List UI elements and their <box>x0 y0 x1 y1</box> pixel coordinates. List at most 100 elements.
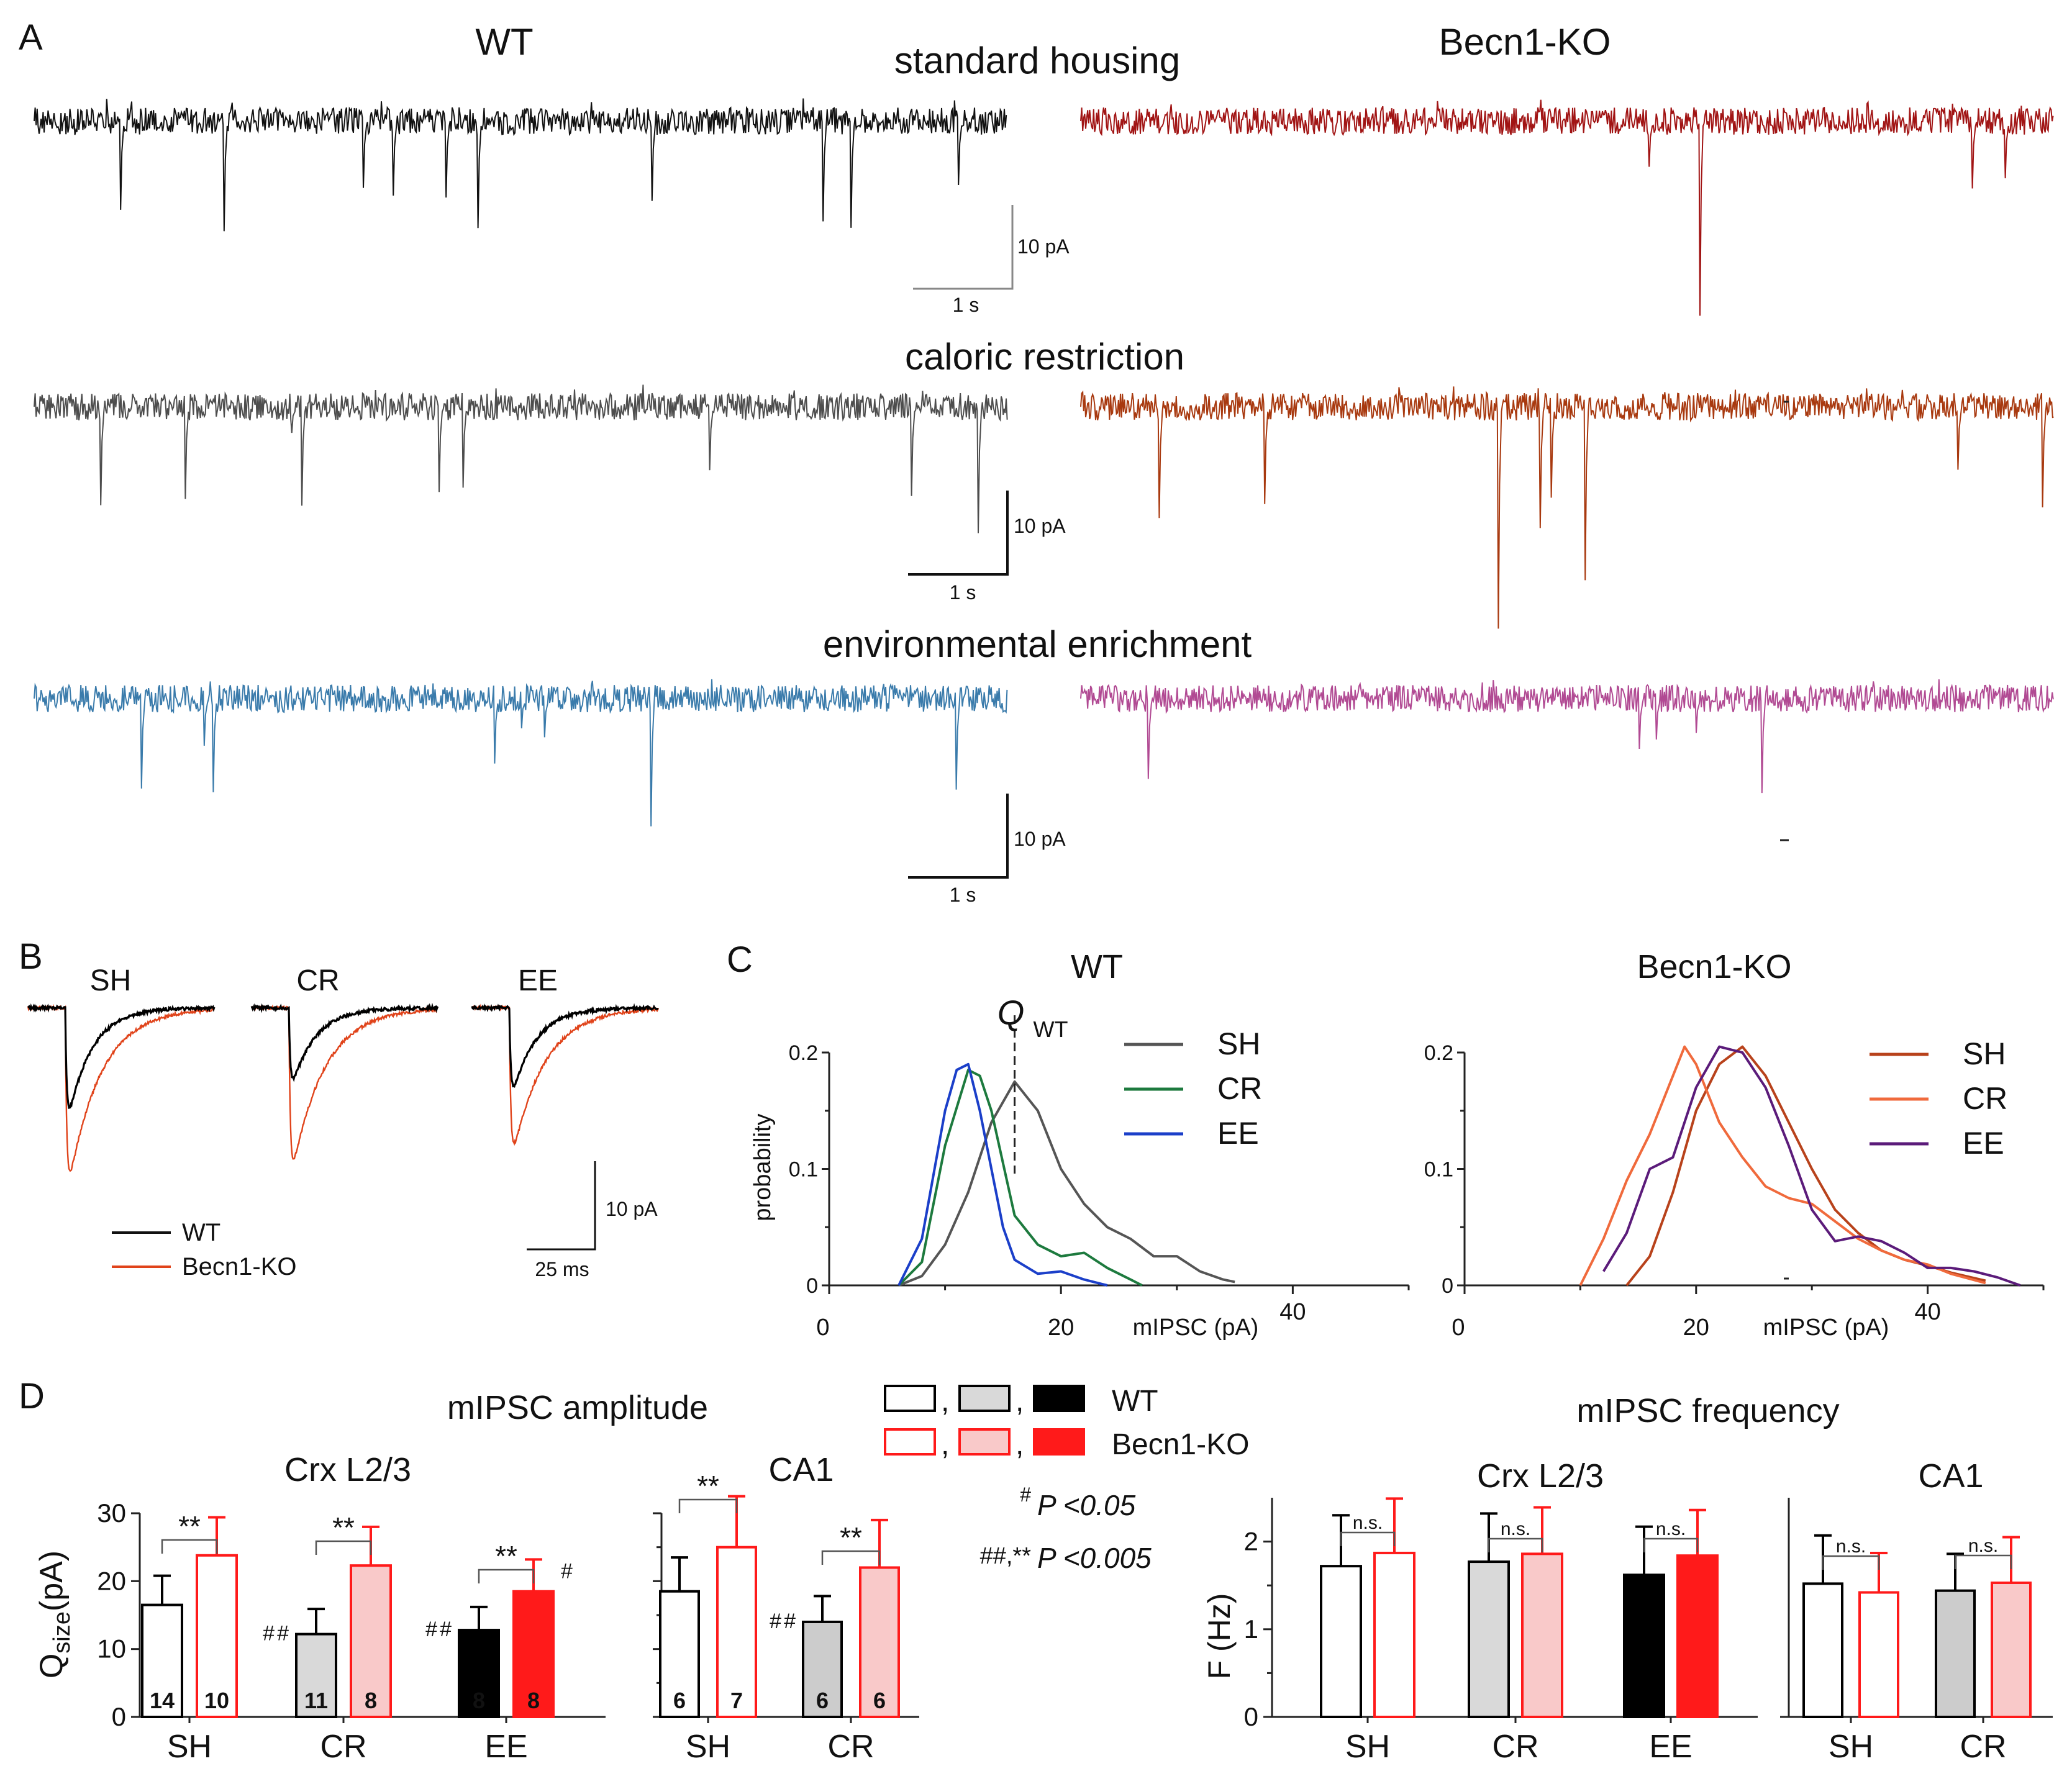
panel-c-charts: WT 0 20 40 0 0.1 0.2 mIPSC (pA) probability SH CR E… <box>750 948 2045 1341</box>
d-freq-crx-y-tick-label: 0 <box>1244 1702 1258 1731</box>
c-wt-x-tick-label: 40 <box>1279 1299 1306 1325</box>
d-freq-crx-significance-cr: n.s. <box>1501 1519 1530 1539</box>
d-amp-ca1-bar-ko-sh <box>716 1546 757 1719</box>
d-amp-crx-bar-ko-sh <box>196 1554 238 1718</box>
d-freq-crx-significance-ee: n.s. <box>1656 1519 1686 1539</box>
legend-wt-text: WT <box>1112 1385 1158 1418</box>
c-ko-x-tick-label: 20 <box>1683 1315 1709 1341</box>
d-amp-ca1-n-ko-sh: 7 <box>730 1688 743 1713</box>
d-amp-ca1-significance-sh: ** <box>697 1470 719 1502</box>
d-freq-crx-category-sh: SH <box>1345 1729 1390 1765</box>
d-amp-ca1-significance-cr: ** <box>840 1521 862 1554</box>
avg-trace-wt-sh <box>27 1003 216 1109</box>
d-amp-ca1-n-wt-cr: 6 <box>816 1688 829 1713</box>
panel-b-traces <box>27 1002 660 1172</box>
d-freq-ca1-bar-wt-sh <box>1802 1582 1843 1718</box>
d-freq-ca1-category-cr: CR <box>1960 1729 2006 1765</box>
scalebar-a-row3-y: 10 pA <box>1014 828 1066 850</box>
scalebar-a-row1-y: 10 pA <box>1017 235 1070 258</box>
d-amp-crx-ylabel: Qsize(pA) <box>34 1551 75 1678</box>
c-wt-y-tick-label: 0.2 <box>789 1041 818 1065</box>
panel-b-legend: WT Becn1-KO <box>112 1219 297 1280</box>
d-freq-ca1-title: CA1 <box>1918 1457 1983 1495</box>
d-amp-crx-ylabel-unit: (pA) <box>34 1551 70 1611</box>
d-freq-crx-y-tick-label: 1 <box>1244 1614 1258 1644</box>
scalebar-a-row1-x: 1 s <box>953 294 979 316</box>
d-amp-crx-category-ee: EE <box>484 1729 527 1765</box>
c-wt-legend-label-sh: SH <box>1217 1026 1260 1061</box>
scalebar-b <box>527 1161 596 1251</box>
avg-trace-wt-ee <box>471 1003 659 1088</box>
d-amp-crx-hash-wt-cr: ## <box>263 1622 291 1646</box>
avg-trace-wt-cr <box>250 1002 439 1082</box>
scalebar-a-row3-x: 1 s <box>950 884 976 906</box>
panel-a-traces <box>34 98 2054 826</box>
stat-note-2-text: P <0.005 <box>1037 1542 1152 1574</box>
legend-wt-label: WT <box>182 1219 220 1246</box>
d-amp-crx-bar-ko-cr <box>350 1564 392 1719</box>
c-ko-legend-label-cr: CR <box>1963 1081 2007 1116</box>
d-amp-crx-bar-wt-cr <box>295 1632 337 1718</box>
panel-b-label-cr: CR <box>296 964 339 997</box>
q-wt-label: Q <box>997 993 1025 1032</box>
d-amp-crx-y-tick-label: 10 <box>97 1634 126 1664</box>
c-wt-legend-label-ee: EE <box>1217 1116 1259 1151</box>
d-amp-crx-n-wt-cr: 11 <box>304 1688 328 1713</box>
d-amp-crx-bar-wt-sh <box>141 1603 183 1719</box>
c-wt-series-sh <box>898 1080 1235 1287</box>
q-wt-subscript: WT <box>1034 1017 1068 1042</box>
c-ko-series-ee <box>1602 1045 2021 1287</box>
row-title-standard-housing: standard housing <box>894 40 1180 81</box>
legend-comma: , <box>941 1428 949 1461</box>
c-wt-x-tick-label: 0 <box>816 1315 829 1341</box>
row-title-environmental-enrichment: environmental enrichment <box>823 623 1252 665</box>
panel-d-legend: , , WT , , Becn1-KO <box>884 1385 1249 1461</box>
avg-trace-ko-sh <box>27 1003 215 1172</box>
d-amp-crx-bar-wt-ee <box>458 1629 500 1718</box>
d-freq-crx-bracket <box>1488 1537 1543 1552</box>
d-amp-ca1-bracket <box>678 1498 738 1513</box>
d-freq-crx-bar-ko-ee <box>1676 1554 1719 1718</box>
scalebar-a-row3 <box>908 794 1009 879</box>
c-wt-xlabel: mIPSC (pA) <box>1133 1315 1259 1341</box>
c-wt-y-tick-label: 0.1 <box>789 1158 818 1182</box>
legend-wt-ee-box <box>1033 1385 1085 1412</box>
d-amp-crx-ylabel-q: Q <box>34 1654 70 1678</box>
d-amp-crx-y-tick-label: 30 <box>97 1498 126 1528</box>
c-wt-y-tick-label: 0 <box>806 1274 818 1298</box>
c-wt-ylabel: probability <box>750 1113 776 1221</box>
c-wt-x-tick-label: 20 <box>1048 1315 1074 1341</box>
c-wt-series-cr <box>897 1069 1143 1287</box>
c-ko-x-tick-label: 0 <box>1452 1315 1465 1341</box>
d-amp-ca1-bar-wt-sh <box>659 1590 700 1719</box>
d-amp-ca1-category-cr: CR <box>827 1729 874 1765</box>
d-freq-crx-category-ee: EE <box>1649 1729 1692 1765</box>
d-freq-crx-y-tick-label: 2 <box>1244 1527 1258 1556</box>
row-title-caloric-restriction: caloric restriction <box>905 336 1184 378</box>
d-freq-ca1-significance-sh: n.s. <box>1836 1536 1866 1557</box>
d-freq-ca1-category-sh: SH <box>1829 1729 1873 1765</box>
d-amp-crx-n-wt-sh: 14 <box>150 1688 175 1713</box>
c-wt-legend-label-cr: CR <box>1217 1071 1262 1106</box>
d-amp-ca1-hash-wt-cr: ## <box>770 1610 798 1633</box>
scalebar-b-x: 25 ms <box>535 1258 589 1280</box>
d-amp-crx-bracket <box>478 1569 535 1583</box>
c-ko-series-cr <box>1579 1045 1986 1286</box>
trace-wt-row1 <box>34 98 1007 232</box>
d-amp-crx-bracket <box>161 1539 218 1554</box>
panel-b-label-ee: EE <box>518 964 558 997</box>
c-ko-y-tick-label: 0.2 <box>1424 1041 1453 1065</box>
frequency-title: mIPSC frequency <box>1576 1392 1839 1429</box>
legend-comma: , <box>941 1385 949 1418</box>
d-freq-crx-bracket <box>1643 1537 1699 1552</box>
d-freq-crx-title: Crx L2/3 <box>1477 1457 1604 1495</box>
scalebar-a-row2 <box>908 491 1009 576</box>
c-ko-y-tick-label: 0.1 <box>1424 1158 1453 1182</box>
trace-ko-row1 <box>1080 99 2054 316</box>
d-freq-crx-bar-wt-ee <box>1623 1573 1665 1719</box>
d-amp-crx-n-ko-cr: 8 <box>365 1688 377 1713</box>
c-wt-series-ee <box>897 1062 1108 1287</box>
d-freq-crx-significance-sh: n.s. <box>1353 1513 1383 1533</box>
